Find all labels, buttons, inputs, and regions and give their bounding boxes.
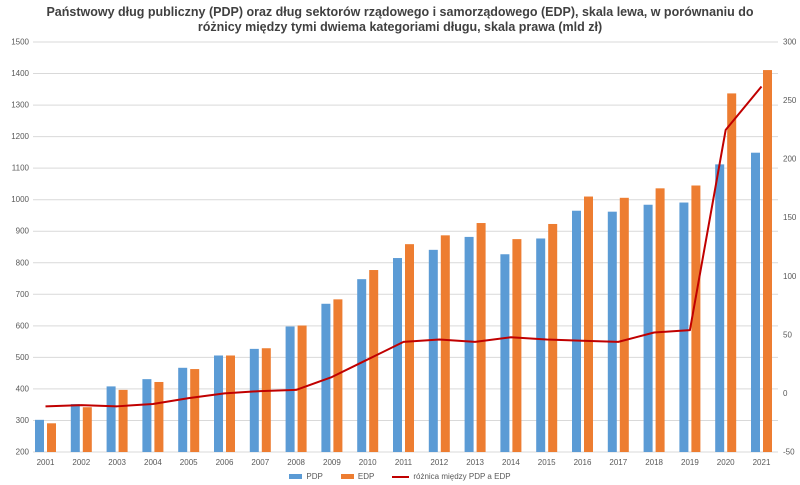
edp-bar-2021 [763, 70, 772, 453]
pdp-bar-2017 [607, 211, 617, 452]
chart-title: Państwowy dług publiczny (PDP) oraz dług… [0, 5, 800, 35]
legend-item-diff: różnica między PDP a EDP [392, 472, 511, 481]
x-axis-tick-label: 2012 [430, 458, 448, 467]
left-axis-tick-label: 800 [16, 258, 30, 267]
pdp-bar-2015 [536, 238, 546, 452]
x-axis-tick-label: 2013 [466, 458, 484, 467]
edp-bar-2019 [691, 185, 701, 452]
pdp-bar-2006 [214, 355, 223, 452]
legend-item-pdp: PDP [289, 472, 323, 481]
x-axis-tick-label: 2003 [108, 458, 126, 467]
left-axis-tick-label: 1100 [12, 164, 30, 173]
pdp-bar-2013 [464, 236, 474, 452]
left-axis-tick-label: 1300 [11, 101, 29, 110]
right-axis-tick-label: 200 [783, 155, 797, 164]
pdp-bar-2001 [35, 419, 44, 452]
pdp-bar-2005 [178, 367, 188, 452]
pdp-bar-2016 [572, 210, 581, 452]
x-axis-tick-label: 2011 [395, 458, 413, 467]
chart-title-line1: Państwowy dług publiczny (PDP) oraz dług… [46, 5, 754, 19]
x-axis-tick-label: 2001 [37, 458, 55, 467]
edp-bar-2010 [369, 270, 379, 452]
x-axis-tick-label: 2004 [144, 458, 162, 467]
pdp-bar-2012 [428, 249, 438, 452]
pdp-swatch-icon [289, 474, 303, 479]
pdp-bar-2002 [70, 404, 80, 452]
left-axis-tick-label: 500 [16, 353, 30, 362]
right-axis-tick-label: -50 [783, 448, 795, 457]
right-axis-tick-label: 300 [783, 38, 797, 47]
legend-label-diff: różnica między PDP a EDP [413, 472, 511, 481]
left-axis-tick-label: 900 [16, 227, 30, 236]
x-axis-tick-label: 2014 [502, 458, 520, 467]
pdp-bar-2010 [357, 279, 367, 452]
edp-swatch-icon [340, 474, 354, 479]
left-axis-tick-label: 200 [16, 448, 30, 457]
edp-bar-2016 [584, 196, 593, 452]
chart-title-line2: różnicy między tymi dwiema kategoriami d… [197, 20, 603, 34]
edp-bar-2020 [727, 93, 737, 453]
pdp-bar-2007 [249, 348, 259, 452]
right-axis-tick-label: 100 [783, 272, 797, 281]
x-axis-tick-label: 2010 [359, 458, 377, 467]
left-axis-tick-label: 300 [16, 416, 30, 425]
x-axis-tick-label: 2005 [180, 458, 198, 467]
left-axis-tick-label: 1400 [11, 69, 29, 78]
edp-bar-2006 [226, 355, 235, 452]
left-axis-tick-label: 600 [16, 321, 30, 330]
x-axis-tick-label: 2006 [216, 458, 234, 467]
right-axis-tick-label: 0 [783, 389, 788, 398]
pdp-bar-2009 [321, 303, 331, 452]
pdp-bar-2018 [643, 204, 653, 452]
right-axis-tick-label: 250 [783, 96, 797, 105]
pdp-bar-2021 [751, 152, 760, 452]
edp-bar-2004 [154, 381, 164, 452]
x-axis-tick-label: 2015 [538, 458, 556, 467]
x-axis-tick-label: 2002 [72, 458, 90, 467]
edp-bar-2001 [47, 423, 56, 452]
x-axis-tick-label: 2016 [574, 458, 592, 467]
diff-line-swatch-icon [392, 475, 410, 478]
left-axis-tick-label: 1000 [11, 195, 29, 204]
edp-bar-2003 [118, 389, 128, 452]
legend-label-edp: EDP [357, 472, 375, 481]
x-axis-tick-label: 2017 [609, 458, 627, 467]
legend-label-pdp: PDP [306, 472, 323, 481]
pdp-bar-2011 [393, 258, 402, 452]
x-axis-tick-label: 2008 [287, 458, 305, 467]
edp-bar-2012 [440, 235, 450, 452]
edp-bar-2013 [476, 223, 486, 452]
edp-bar-2011 [405, 244, 414, 452]
left-axis-tick-label: 1200 [11, 132, 29, 141]
edp-bar-2002 [82, 407, 92, 452]
x-axis-tick-label: 2007 [251, 458, 269, 467]
pdp-bar-2019 [679, 202, 689, 452]
left-axis-tick-label: 700 [16, 290, 30, 299]
edp-bar-2018 [655, 188, 665, 453]
edp-bar-2017 [619, 197, 629, 452]
edp-bar-2009 [333, 299, 343, 452]
edp-bar-2007 [261, 348, 271, 452]
left-axis-tick-label: 400 [16, 384, 30, 393]
pdp-bar-2003 [106, 386, 116, 452]
left-axis-tick-label: 1500 [11, 38, 29, 47]
x-axis-tick-label: 2009 [323, 458, 341, 467]
right-axis-tick-label: 50 [783, 330, 792, 339]
pdp-bar-2004 [142, 379, 152, 452]
pdp-bar-2014 [500, 254, 510, 452]
chart-legend: PDP EDP różnica między PDP a EDP [0, 472, 800, 481]
x-axis-tick-label: 2019 [681, 458, 699, 467]
x-axis-tick-label: 2021 [753, 458, 771, 467]
edp-bar-2005 [190, 369, 200, 452]
x-axis-tick-label: 2020 [717, 458, 735, 467]
x-axis-tick-label: 2018 [645, 458, 663, 467]
pdp-bar-2020 [715, 164, 725, 452]
edp-bar-2015 [548, 223, 558, 452]
right-axis-tick-label: 150 [783, 213, 797, 222]
diff-line [45, 85, 763, 408]
edp-bar-2014 [512, 239, 522, 452]
legend-item-edp: EDP [340, 472, 375, 481]
